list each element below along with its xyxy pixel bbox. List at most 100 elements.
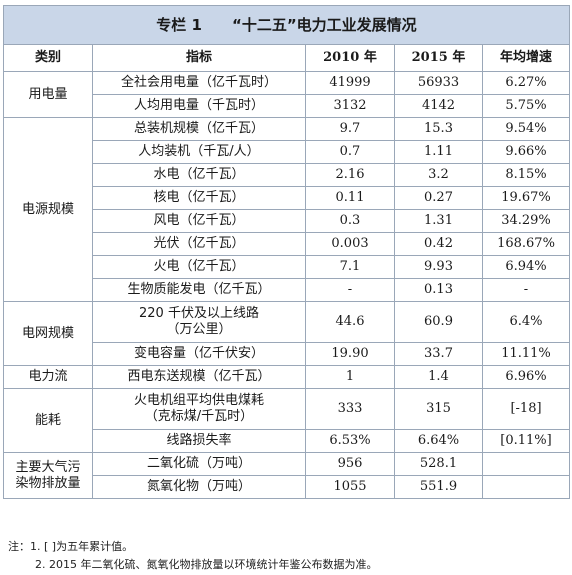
table-title-row: 专栏 1 “十二五”电力工业发展情况	[3, 5, 570, 45]
value-2010-cell: 7.1	[305, 255, 395, 279]
growth-cell: 19.67%	[482, 186, 570, 210]
value-2015-cell: 1.11	[394, 140, 483, 164]
value-2010-cell: 1055	[305, 475, 395, 499]
power-industry-table: 专栏 1 “十二五”电力工业发展情况 类别 指标 2010 年 2015 年 年…	[3, 5, 570, 499]
value-2010-cell: -	[305, 278, 395, 302]
growth-cell: 8.15%	[482, 163, 570, 187]
category-cell: 用电量	[3, 71, 93, 118]
value-2015-cell: 551.9	[394, 475, 483, 499]
table-row: 水电（亿千瓦） 2.16 3.2 8.15%	[4, 163, 570, 187]
table-row: 人均装机（千瓦/人） 0.7 1.11 9.66%	[4, 140, 570, 164]
table-row: 用电量 全社会用电量（亿千瓦时） 41999 56933 6.27%	[3, 71, 570, 118]
table-row: 光伏（亿千瓦） 0.003 0.42 168.67%	[4, 232, 570, 256]
table-row: 生物质能发电（亿千瓦） -0.13-	[4, 278, 570, 302]
growth-cell: 11.11%	[482, 342, 570, 366]
value-2015-cell: 315	[394, 388, 483, 430]
value-2010-cell: 333	[305, 388, 395, 430]
indicator-cell: 变电容量（亿千伏安）	[92, 342, 306, 366]
header-row: 类别 指标 2010 年 2015 年 年均增速	[3, 44, 570, 72]
value-2015-cell: 0.42	[394, 232, 483, 256]
growth-cell: 6.27%	[482, 71, 570, 95]
value-2015-cell: 528.1	[394, 452, 483, 476]
indicator-cell: 光伏（亿千瓦）	[92, 232, 306, 256]
indicator-cell: 全社会用电量（亿千瓦时）	[92, 71, 306, 95]
category-cell: 能耗	[3, 388, 93, 453]
indicator-cell: 总装机规模（亿千瓦）	[92, 117, 306, 141]
indicator-cell: 氮氧化物（万吨）	[92, 475, 306, 499]
value-2010-cell: 44.6	[305, 301, 395, 343]
value-2010-cell: 0.003	[305, 232, 395, 256]
table-row: 线路损失率 6.53% 6.64% [0.11%]	[4, 429, 570, 453]
note-1: 注：1. [ ]为五年累计值。	[8, 540, 134, 553]
indicator-cell: 核电（亿千瓦）	[92, 186, 306, 210]
table-row: 火电（亿千瓦） 7.1 9.93 6.94%	[4, 255, 570, 279]
value-2015-cell: 15.3	[394, 117, 483, 141]
table-row: 人均用电量（千瓦时） 3132 4142 5.75%	[4, 94, 570, 118]
value-2015-cell: 4142	[394, 94, 483, 118]
table-row: 变电容量（亿千伏安） 19.90 33.7 11.11%	[4, 342, 570, 366]
value-2015-cell: 9.93	[394, 255, 483, 279]
growth-cell	[482, 475, 570, 499]
value-2010-cell: 0.3	[305, 209, 395, 233]
category-cell: 电源规模	[3, 117, 93, 302]
value-2015-cell: 33.7	[394, 342, 483, 366]
growth-cell: 6.4%	[482, 301, 570, 343]
growth-cell: -	[482, 278, 570, 302]
growth-cell: 9.66%	[482, 140, 570, 164]
value-2010-cell: 956	[305, 452, 395, 476]
value-2015-cell: 0.27	[394, 186, 483, 210]
indicator-cell: 人均装机（千瓦/人）	[92, 140, 306, 164]
indicator-cell: 人均用电量（千瓦时）	[92, 94, 306, 118]
value-2015-cell: 1.31	[394, 209, 483, 233]
growth-cell: 168.67%	[482, 232, 570, 256]
indicator-cell: 220 千伏及以上线路 （万公里）	[92, 301, 306, 343]
value-2010-cell: 1	[305, 365, 395, 389]
growth-cell: [0.11%]	[482, 429, 570, 453]
growth-cell: 5.75%	[482, 94, 570, 118]
header-2010: 2010 年	[305, 44, 395, 72]
category-cell: 电力流	[3, 365, 93, 389]
indicator-cell: 火电机组平均供电煤耗 （克标煤/千瓦时）	[92, 388, 306, 430]
note-2: 2. 2015 年二氧化硫、氮氧化物排放量以环境统计年鉴公布数据为准。	[35, 558, 378, 571]
header-category: 类别	[3, 44, 93, 72]
value-2015-cell: 1.4	[394, 365, 483, 389]
value-2015-cell: 60.9	[394, 301, 483, 343]
value-2010-cell: 19.90	[305, 342, 395, 366]
indicator-cell: 风电（亿千瓦）	[92, 209, 306, 233]
indicator-cell: 二氧化硫（万吨）	[92, 452, 306, 476]
header-growth: 年均增速	[482, 44, 570, 72]
table-row: 核电（亿千瓦） 0.11 0.27 19.67%	[4, 186, 570, 210]
indicator-cell: 西电东送规模（亿千瓦）	[92, 365, 306, 389]
value-2015-cell: 56933	[394, 71, 483, 95]
indicator-cell: 生物质能发电（亿千瓦）	[92, 278, 306, 302]
value-2010-cell: 0.7	[305, 140, 395, 164]
header-2015: 2015 年	[394, 44, 483, 72]
table-row: 能耗 火电机组平均供电煤耗 （克标煤/千瓦时） 333 315 [-18]	[3, 388, 570, 453]
category-cell: 电网规模	[3, 301, 93, 366]
table-row: 风电（亿千瓦） 0.3 1.31 34.29%	[4, 209, 570, 233]
table-row: 电源规模 总装机规模（亿千瓦） 9.7 15.3 9.54%	[3, 117, 570, 302]
table-row: 电力流 西电东送规模（亿千瓦） 1 1.4 6.96%	[3, 365, 570, 389]
category-cell: 主要大气污 染物排放量	[3, 452, 93, 499]
indicator-cell: 火电（亿千瓦）	[92, 255, 306, 279]
growth-cell: 6.96%	[482, 365, 570, 389]
value-2015-cell: 3.2	[394, 163, 483, 187]
table-title: 专栏 1 “十二五”电力工业发展情况	[3, 5, 570, 45]
growth-cell	[482, 452, 570, 476]
table-row: 主要大气污 染物排放量 二氧化硫（万吨） 956 528.1	[3, 452, 570, 499]
table-notes: 注：1. [ ]为五年累计值。 2. 2015 年二氧化硫、氮氧化物排放量以环境…	[8, 538, 568, 574]
table-row: 氮氧化物（万吨） 1055 551.9	[4, 475, 570, 499]
header-indicator: 指标	[92, 44, 306, 72]
indicator-cell: 线路损失率	[92, 429, 306, 453]
growth-cell: 6.94%	[482, 255, 570, 279]
growth-cell: [-18]	[482, 388, 570, 430]
growth-cell: 9.54%	[482, 117, 570, 141]
value-2010-cell: 2.16	[305, 163, 395, 187]
value-2010-cell: 6.53%	[305, 429, 395, 453]
value-2010-cell: 3132	[305, 94, 395, 118]
value-2010-cell: 41999	[305, 71, 395, 95]
value-2015-cell: 6.64%	[394, 429, 483, 453]
value-2010-cell: 9.7	[305, 117, 395, 141]
growth-cell: 34.29%	[482, 209, 570, 233]
value-2010-cell: 0.11	[305, 186, 395, 210]
